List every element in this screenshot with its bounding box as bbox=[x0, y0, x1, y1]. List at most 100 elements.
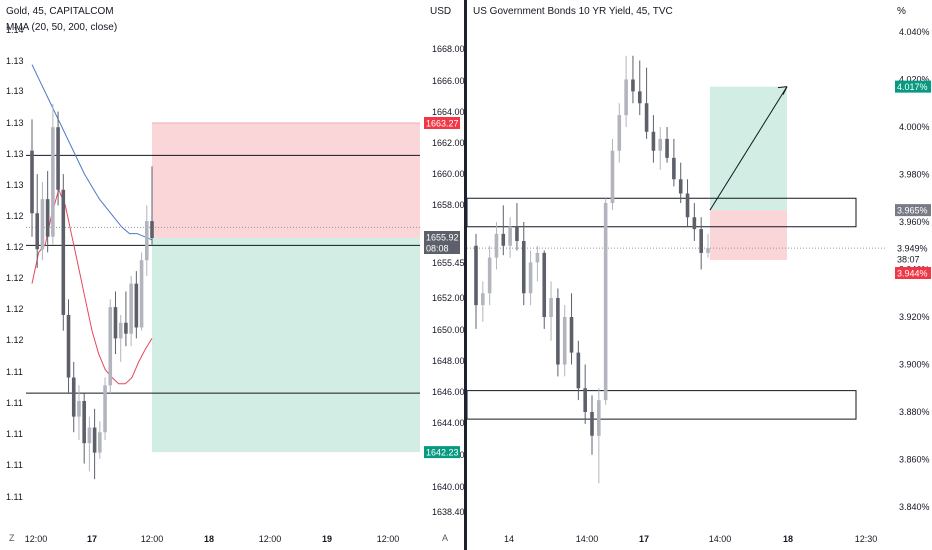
time-axis-label: 17 bbox=[87, 534, 97, 544]
candle-body bbox=[515, 226, 519, 241]
price-tick-label: 1640.00 bbox=[432, 482, 464, 492]
candle-body bbox=[528, 262, 533, 294]
left-scale-label: 1.11 bbox=[6, 429, 23, 439]
time-axis-label: 12:00 bbox=[259, 534, 282, 544]
price-tick-label: 1650.00 bbox=[432, 325, 464, 335]
candle-body bbox=[481, 293, 485, 306]
candle-body bbox=[658, 138, 663, 151]
entry-yield-badge-bg bbox=[895, 204, 931, 217]
time-axis-label: 14 bbox=[504, 534, 514, 544]
left-scale-label: 1.12 bbox=[6, 273, 24, 283]
price-tick-label: 1666.00 bbox=[432, 76, 464, 86]
left-scale-label: 1.13 bbox=[6, 86, 24, 96]
stop-yield-badge-bg bbox=[895, 267, 931, 279]
yield-tick-label: 4.020% bbox=[899, 75, 930, 85]
yield-tick-label: 3.880% bbox=[899, 407, 930, 417]
zoom-toggle-icon[interactable]: Z bbox=[9, 533, 15, 543]
candle-body bbox=[108, 307, 113, 386]
bar-countdown-badge: 38:07 bbox=[897, 255, 920, 265]
candle-body bbox=[71, 377, 76, 417]
left-scale-label: 1.11 bbox=[6, 492, 23, 502]
candle-body bbox=[51, 127, 55, 237]
candle-body bbox=[501, 233, 506, 246]
left-scale-label: 1.13 bbox=[6, 56, 24, 66]
time-axis-label: 18 bbox=[204, 534, 214, 544]
candle-body bbox=[651, 131, 656, 151]
supply-demand-zone-box bbox=[467, 197, 857, 228]
yield-tick-label: 3.900% bbox=[899, 360, 930, 370]
auto-scale-toggle[interactable]: A bbox=[442, 533, 449, 543]
candle-body bbox=[678, 179, 683, 194]
yield-tick-label: 3.960% bbox=[899, 217, 930, 227]
candle-body bbox=[535, 252, 540, 263]
candle-body bbox=[98, 432, 102, 453]
yield-tick-label: 3.840% bbox=[899, 502, 930, 512]
candle-body bbox=[113, 307, 118, 339]
yield-tick-label: 3.920% bbox=[899, 312, 930, 322]
last-yield-badge: 3.949% bbox=[897, 244, 928, 254]
left-scale-label: 1.11 bbox=[6, 398, 23, 408]
candle-body bbox=[487, 257, 492, 294]
time-axis-label: 14:00 bbox=[709, 534, 732, 544]
bond-yield-chart-title: US Government Bonds 10 YR Yield, 45, TVC bbox=[473, 6, 673, 17]
bond-yield-chart-panel[interactable]: 4.040%4.020%4.000%3.980%3.960%3.940%3.92… bbox=[467, 0, 932, 550]
candle-body bbox=[610, 150, 615, 203]
candle-body bbox=[82, 400, 86, 444]
last-yield-badge-bg bbox=[895, 242, 931, 254]
supply-demand-zone-box bbox=[467, 390, 857, 420]
left-scale-label: 1.12 bbox=[6, 242, 24, 252]
price-tick-label: 1658.00 bbox=[432, 200, 464, 210]
left-scale-label: 1.12 bbox=[6, 335, 24, 345]
stop-price-badge-bg bbox=[424, 116, 460, 129]
candle-body bbox=[706, 248, 710, 253]
moving-average-legend[interactable]: MMA (20, 50, 200, close) bbox=[6, 22, 118, 33]
candle-body bbox=[637, 91, 642, 104]
candle-body bbox=[103, 385, 107, 433]
time-axis-label: 12:30 bbox=[855, 534, 878, 544]
candle-body bbox=[129, 283, 133, 334]
target-yield-badge-bg bbox=[895, 80, 931, 93]
left-scale-label: 1.12 bbox=[6, 211, 24, 221]
candle-body bbox=[144, 221, 149, 261]
candle-body bbox=[35, 213, 40, 250]
gold-currency-unit: USD bbox=[430, 6, 452, 17]
price-tick-label: 1662.00 bbox=[432, 138, 464, 148]
stop-price-badge: 1663.27 bbox=[426, 118, 459, 128]
candle-body bbox=[30, 150, 34, 214]
time-axis-label: 18 bbox=[783, 534, 793, 544]
projection-arrow-line bbox=[709, 86, 788, 211]
left-scale-label: 1.13 bbox=[6, 149, 24, 159]
candle-body bbox=[134, 283, 139, 328]
candle-body bbox=[624, 79, 628, 116]
left-scale-label: 1.11 bbox=[6, 460, 23, 470]
left-scale-label: 1.13 bbox=[6, 118, 24, 128]
candle-body bbox=[644, 103, 649, 132]
fast-moving-average-line bbox=[31, 188, 153, 385]
time-axis-label: 12:00 bbox=[141, 534, 164, 544]
candle-body bbox=[124, 322, 128, 334]
last-price-badge: 1655.92 bbox=[426, 233, 459, 243]
stop-loss-zone bbox=[710, 210, 787, 260]
candle-body bbox=[692, 217, 697, 230]
candle-body bbox=[672, 157, 676, 180]
slow-moving-average-line bbox=[31, 64, 153, 241]
yield-tick-label: 4.040% bbox=[899, 27, 930, 37]
bond-yield-chart-canvas[interactable]: 4.040%4.020%4.000%3.980%3.960%3.940%3.92… bbox=[467, 0, 932, 550]
candle-body bbox=[118, 322, 123, 339]
candle-body bbox=[583, 388, 587, 412]
target-price-badge-bg bbox=[424, 446, 460, 459]
last-price-badge-bg bbox=[424, 231, 460, 243]
candle-body bbox=[474, 245, 478, 306]
candle-body bbox=[45, 199, 50, 237]
chart-divider[interactable] bbox=[464, 0, 467, 550]
price-tick-label: 1648.00 bbox=[432, 356, 464, 366]
yield-tick-label: 3.860% bbox=[899, 455, 930, 465]
price-tick-label: 1655.45 bbox=[432, 258, 464, 268]
candle-body bbox=[699, 229, 703, 253]
price-tick-label: 1638.40 bbox=[432, 507, 464, 517]
candle-body bbox=[56, 127, 60, 190]
gold-chart-panel[interactable]: 1668.00 1666.00 1664.00 1662.00 1660.00 1658.… bbox=[0, 0, 464, 550]
gold-chart-canvas[interactable]: 1668.00 1666.00 1664.00 1662.00 1660.00 1658.… bbox=[0, 0, 464, 550]
time-axis-label: 12:00 bbox=[25, 534, 48, 544]
stop-yield-badge: 3.944% bbox=[897, 269, 928, 279]
